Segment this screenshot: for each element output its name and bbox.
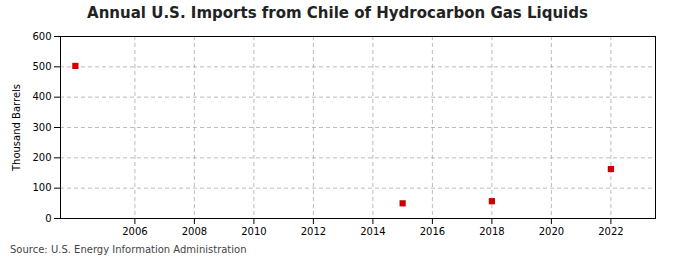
svg-text:2014: 2014 <box>360 226 385 237</box>
svg-text:2018: 2018 <box>479 226 504 237</box>
svg-text:2012: 2012 <box>301 226 326 237</box>
svg-text:2010: 2010 <box>241 226 266 237</box>
svg-text:2022: 2022 <box>598 226 623 237</box>
svg-text:Thousand Barrels: Thousand Barrels <box>11 84 22 172</box>
html-text:Annual U.S. Imports from Chile: Annual U.S. Imports from Chile of Hydroc… <box>87 4 588 22</box>
svg-text:300: 300 <box>32 122 51 133</box>
svg-text:200: 200 <box>32 152 51 163</box>
svg-text:0: 0 <box>45 213 51 224</box>
svg-text:600: 600 <box>32 31 51 42</box>
svg-text:2008: 2008 <box>182 226 207 237</box>
svg-text:500: 500 <box>32 61 51 72</box>
svg-text:2016: 2016 <box>420 226 445 237</box>
svg-text:400: 400 <box>32 91 51 102</box>
svg-text:100: 100 <box>32 182 51 193</box>
html-text:Source: U.S. Energy Informatio: Source: U.S. Energy Information Administ… <box>10 244 247 255</box>
svg-text:2020: 2020 <box>539 226 564 237</box>
svg-text:2006: 2006 <box>122 226 147 237</box>
